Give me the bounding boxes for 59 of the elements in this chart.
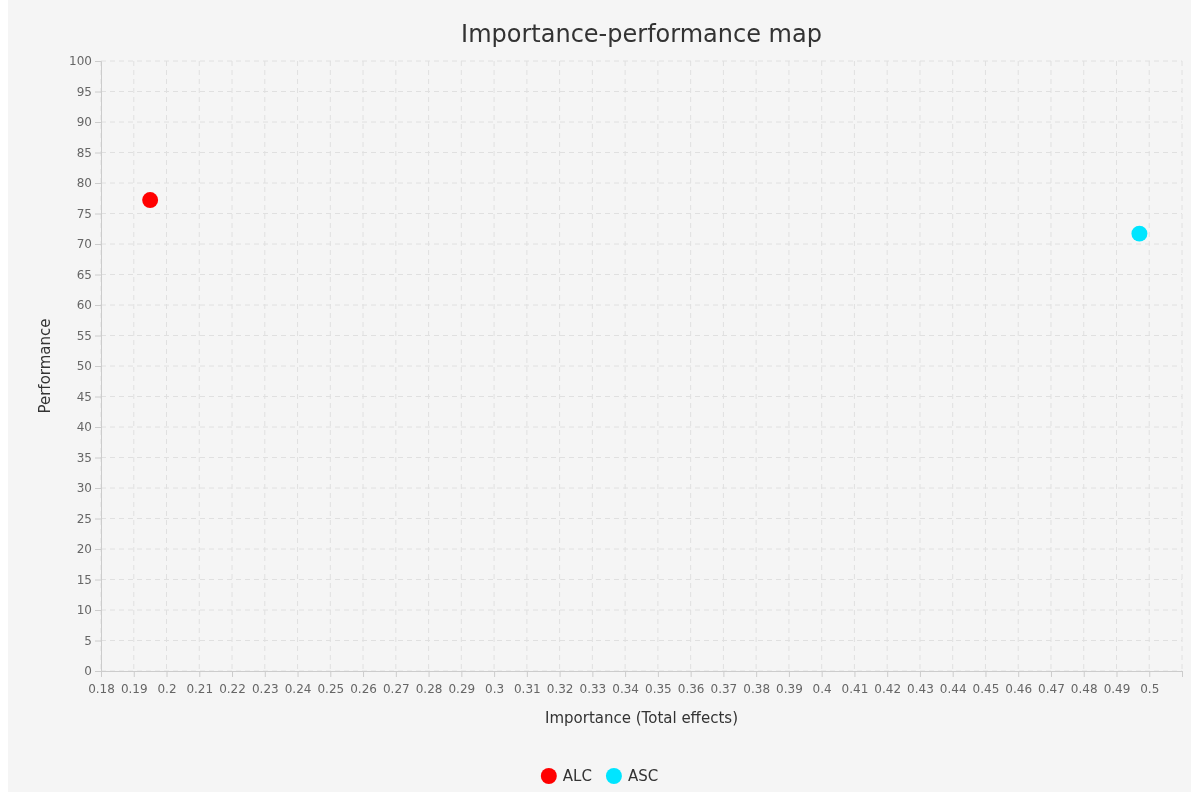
- y-tick-label: 85: [76, 145, 92, 160]
- x-tick-label: 0.42: [874, 682, 902, 697]
- y-tick-label: 10: [76, 603, 92, 618]
- x-tick-label: 0.39: [776, 682, 803, 697]
- y-tick-label: 95: [76, 84, 92, 99]
- x-tick-label: 0.21: [186, 682, 214, 697]
- x-tick-label: 0.18: [88, 682, 115, 697]
- x-tick-label: 0.46: [1005, 682, 1033, 697]
- x-tick-label: 0.36: [677, 682, 705, 697]
- x-tick-label: 0.31: [513, 682, 541, 697]
- x-axis-title: Importance (Total effects): [545, 709, 738, 727]
- x-tick-label: 0.2: [157, 682, 177, 697]
- y-tick-label: 80: [76, 176, 92, 191]
- y-tick-label: 50: [76, 359, 92, 374]
- x-tick-label: 0.32: [546, 682, 574, 697]
- x-tick-label: 0.34: [612, 682, 639, 697]
- x-tick-label: 0.35: [645, 682, 672, 697]
- y-tick-label: 90: [76, 115, 92, 130]
- x-tick-label: 0.4: [812, 682, 832, 697]
- x-tick-label: 0.45: [972, 682, 1000, 697]
- y-tick-label: 15: [76, 572, 92, 587]
- x-tick-label: 0.19: [120, 682, 148, 697]
- legend-label: ASC: [627, 767, 659, 785]
- y-tick-label: 0: [84, 664, 92, 679]
- x-tick-label: 0.43: [907, 682, 934, 697]
- x-tick-label: 0.49: [1103, 682, 1131, 697]
- y-tick-label: 60: [76, 298, 92, 313]
- x-tick-label: 0.33: [579, 682, 607, 697]
- x-tick-label: 0.29: [448, 682, 476, 697]
- y-tick-label: 25: [76, 511, 92, 526]
- chart-title: Importance-performance map: [461, 20, 822, 48]
- y-tick-label: 30: [76, 481, 92, 496]
- x-tick-label: 0.23: [251, 682, 279, 697]
- x-tick-label: 0.44: [939, 682, 967, 697]
- y-tick-label: 75: [76, 206, 92, 221]
- y-tick-label: 5: [84, 633, 92, 648]
- y-tick-label: 55: [76, 328, 92, 343]
- y-tick-label: 65: [76, 267, 92, 282]
- x-tick-label: 0.28: [415, 682, 443, 697]
- x-tick-label: 0.25: [317, 682, 345, 697]
- y-tick-label: 45: [76, 389, 92, 404]
- x-tick-label: 0.26: [350, 682, 377, 697]
- x-tick-label: 0.37: [710, 682, 738, 697]
- y-tick-label: 40: [76, 420, 92, 435]
- y-tick-label: 70: [76, 237, 92, 252]
- x-tick-label: 0.48: [1070, 682, 1098, 697]
- x-tick-label: 0.22: [219, 682, 246, 697]
- legend-label: ALC: [562, 767, 592, 785]
- x-tick-label: 0.38: [743, 682, 771, 697]
- x-tick-label: 0.24: [284, 682, 312, 697]
- x-tick-label: 0.5: [1140, 682, 1160, 697]
- y-axis-title: Performance: [36, 318, 54, 414]
- x-tick-label: 0.47: [1038, 682, 1065, 697]
- x-tick-label: 0.41: [841, 682, 869, 697]
- y-tick-label: 20: [76, 542, 92, 557]
- x-tick-label: 0.27: [382, 682, 410, 697]
- y-tick-label: 35: [76, 450, 92, 465]
- x-tick-label: 0.3: [485, 682, 505, 697]
- y-tick-label: 100: [69, 54, 92, 69]
